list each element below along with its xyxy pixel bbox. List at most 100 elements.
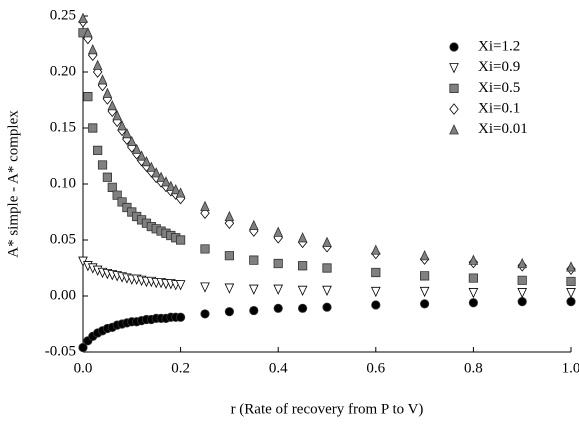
legend-label: Xi=0.1 <box>478 101 520 117</box>
point <box>146 161 157 172</box>
legend-label: Xi=0.5 <box>478 80 520 96</box>
point <box>83 27 93 38</box>
point <box>297 261 308 271</box>
legend-label: Xi=0.9 <box>478 59 520 75</box>
point <box>566 276 576 287</box>
y-axis-label: A* simple - A* complex <box>5 110 21 258</box>
point <box>517 257 528 269</box>
point <box>224 251 235 261</box>
x-tick-label: 1.0 <box>562 360 579 376</box>
point <box>370 244 381 255</box>
point <box>273 284 284 295</box>
point <box>107 99 118 111</box>
point <box>322 302 332 312</box>
point <box>200 244 210 254</box>
point <box>297 303 308 313</box>
point <box>322 236 332 247</box>
x-tick-label: 0.6 <box>366 360 385 376</box>
point <box>141 155 152 167</box>
point <box>131 143 142 154</box>
legend-label: Xi=0.01 <box>478 121 528 137</box>
point <box>273 303 283 313</box>
legend-marker <box>449 124 459 135</box>
point <box>175 280 186 291</box>
point <box>87 43 98 55</box>
point <box>112 110 122 121</box>
point <box>468 273 479 283</box>
y-tick-label: 0.25 <box>50 7 76 23</box>
point <box>200 282 210 293</box>
point <box>468 254 479 265</box>
point <box>248 284 259 295</box>
legend-marker <box>449 103 459 115</box>
point <box>517 296 527 307</box>
point <box>249 255 259 265</box>
point <box>93 145 103 156</box>
y-tick-label: 0.15 <box>50 119 76 135</box>
point <box>322 285 332 297</box>
point <box>224 283 235 294</box>
y-tick-label: 0.05 <box>50 231 76 247</box>
point <box>200 200 210 212</box>
point <box>151 167 162 178</box>
point <box>200 207 210 219</box>
legend-marker <box>449 42 459 52</box>
point <box>166 180 176 191</box>
point <box>78 12 88 23</box>
point <box>297 285 308 297</box>
point <box>176 312 186 322</box>
x-tick-label: 0.4 <box>269 360 288 376</box>
point <box>249 305 259 316</box>
point <box>371 267 381 278</box>
legend-label: Xi=1.2 <box>478 38 520 54</box>
point <box>371 300 381 310</box>
point <box>175 235 186 245</box>
point <box>297 232 308 243</box>
point <box>170 183 181 195</box>
point <box>224 307 234 317</box>
y-tick-label: -0.05 <box>45 343 76 359</box>
y-tick-label: 0.10 <box>50 175 76 191</box>
point <box>419 286 430 298</box>
point <box>92 59 103 70</box>
point <box>517 288 528 299</box>
point <box>566 296 576 307</box>
point <box>102 172 112 182</box>
legend-marker <box>449 63 459 74</box>
point <box>468 288 479 299</box>
point <box>126 135 137 147</box>
point <box>107 182 117 192</box>
point <box>88 123 98 133</box>
point <box>175 187 186 198</box>
x-tick-label: 0.0 <box>74 360 93 376</box>
point <box>97 160 108 170</box>
point <box>224 210 235 222</box>
point <box>273 226 284 237</box>
point <box>161 176 171 187</box>
point <box>122 127 132 139</box>
x-tick-label: 0.8 <box>464 360 483 376</box>
point <box>83 92 93 102</box>
point <box>419 250 430 261</box>
point <box>200 309 210 319</box>
point <box>248 219 259 231</box>
point <box>102 87 113 98</box>
y-tick-label: 0.00 <box>50 287 76 303</box>
point <box>468 298 478 308</box>
point <box>566 288 576 299</box>
legend-marker <box>449 83 459 93</box>
point <box>322 263 332 273</box>
point <box>370 286 381 298</box>
point <box>419 299 430 309</box>
point <box>566 261 576 272</box>
point <box>419 271 430 281</box>
point <box>517 275 527 285</box>
point <box>117 120 127 131</box>
point <box>97 74 108 85</box>
x-tick-label: 0.2 <box>171 360 190 376</box>
x-axis-label: r (Rate of recovery from P to V) <box>231 401 424 417</box>
point <box>78 342 88 353</box>
point <box>156 171 166 182</box>
y-tick-label: 0.20 <box>50 63 76 79</box>
